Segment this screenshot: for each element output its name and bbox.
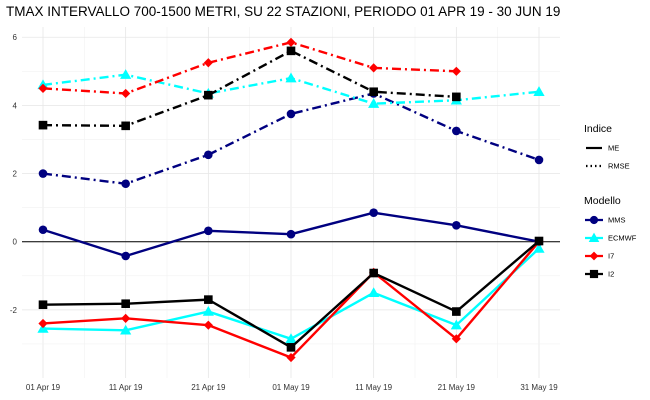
data-point	[121, 179, 130, 189]
series-line	[42, 49, 457, 128]
data-point	[38, 120, 48, 130]
legend-key-i7	[585, 251, 603, 261]
series-i2-me	[38, 236, 544, 352]
chart-title: TMAX INTERVALLO 700-1500 METRI, SU 22 ST…	[6, 4, 560, 19]
data-point	[204, 150, 213, 160]
data-point	[450, 319, 462, 330]
y-tick-label: 4	[13, 101, 18, 110]
legend-label-me: ME	[608, 144, 619, 153]
axis-labels: -2 0 2 4 6 01 Apr 19 11 Apr 19 21 Apr 19 01 May …	[10, 33, 558, 392]
data-point	[121, 121, 130, 131]
data-point	[286, 229, 296, 239]
series-ecmwf-me	[37, 242, 545, 344]
series-i7-rmse	[38, 37, 461, 99]
series-line	[42, 41, 457, 95]
x-tick-label: 21 May 19	[438, 383, 476, 392]
legend-label-i2: I2	[608, 270, 614, 279]
series-i2-rmse	[38, 46, 461, 131]
data-point	[286, 46, 296, 56]
legend-label-i7: I7	[608, 252, 614, 261]
data-point	[121, 313, 131, 323]
legend-marker	[588, 232, 600, 242]
legend-marker	[589, 215, 599, 225]
data-point	[286, 37, 296, 47]
legend-label-rmse: RMSE	[608, 162, 630, 171]
x-tick-label: 01 May 19	[272, 383, 310, 392]
data-point	[38, 300, 48, 310]
data-point	[368, 287, 380, 298]
data-point	[202, 305, 214, 316]
legend-key-i2	[585, 269, 603, 279]
legend: Indice ME RMSE Modello MMS ECMWF I7 I2	[584, 123, 637, 279]
data-point	[286, 352, 296, 363]
y-tick-label: 6	[13, 33, 18, 42]
x-tick-label: 11 May 19	[355, 383, 392, 392]
legend-label-ecmwf: ECMWF	[608, 234, 637, 243]
legend-label-mms: MMS	[608, 216, 626, 225]
data-point	[121, 88, 131, 99]
data-point	[203, 58, 213, 68]
data-point	[533, 86, 545, 96]
data-point	[452, 221, 461, 230]
data-point	[38, 169, 48, 178]
data-point	[369, 87, 378, 97]
legend-title-indice: Indice	[584, 123, 612, 135]
y-tick-label: 0	[13, 238, 18, 247]
x-tick-label: 31 May 19	[520, 383, 558, 392]
y-tick-label: -2	[10, 306, 18, 315]
x-tick-label: 21 Apr 19	[191, 383, 226, 392]
data-point	[286, 109, 296, 119]
legend-marker	[589, 251, 599, 261]
data-point	[120, 69, 132, 79]
legend-key-ecmwf	[585, 232, 603, 242]
series-layer	[37, 37, 545, 363]
series-mms-me	[38, 208, 544, 261]
data-point	[452, 92, 461, 102]
data-point	[368, 98, 380, 108]
data-point	[204, 295, 213, 304]
data-point	[369, 63, 379, 73]
x-tick-label: 01 Apr 19	[26, 383, 61, 392]
data-point	[534, 155, 544, 165]
data-point	[451, 334, 461, 344]
data-point	[369, 268, 378, 278]
data-point	[38, 83, 48, 93]
data-point	[452, 307, 461, 316]
data-point	[121, 251, 130, 261]
data-point	[204, 226, 213, 236]
data-point	[533, 242, 545, 253]
x-tick-label: 11 Apr 19	[109, 383, 143, 392]
data-point	[451, 66, 461, 76]
data-point	[452, 126, 461, 136]
data-point	[121, 299, 130, 309]
data-point	[285, 72, 297, 83]
legend-key-mms	[585, 215, 603, 225]
data-point	[534, 236, 544, 246]
data-point	[369, 208, 378, 218]
y-tick-label: 2	[13, 170, 18, 179]
legend-marker	[589, 269, 599, 279]
data-point	[286, 343, 296, 352]
data-point	[204, 90, 213, 100]
data-point	[120, 324, 132, 335]
data-point	[285, 333, 297, 344]
data-point	[38, 225, 48, 235]
data-point	[38, 318, 48, 329]
data-point	[203, 320, 213, 330]
legend-title-modello: Modello	[584, 195, 621, 207]
